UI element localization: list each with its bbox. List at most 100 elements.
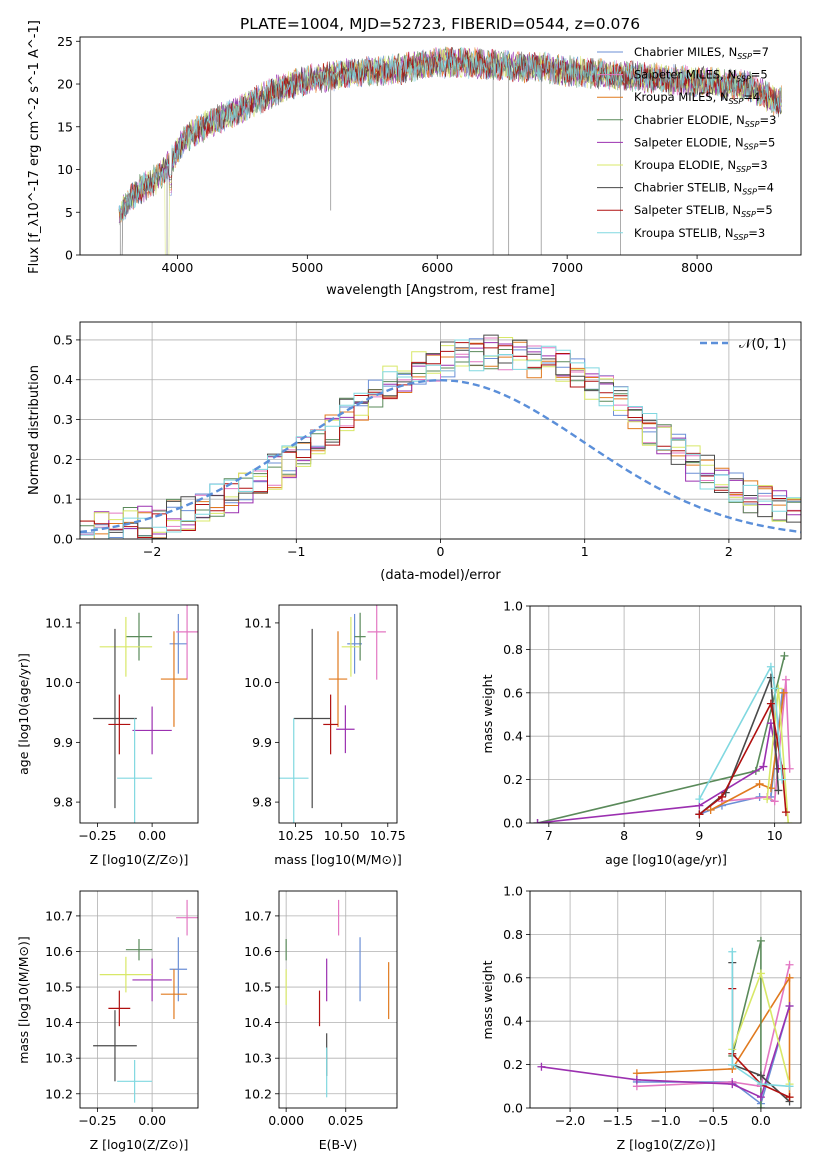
legend-label: Kroupa ELODIE, NSSP=3: [634, 158, 768, 174]
legend-value: =4: [743, 90, 760, 104]
y-axis-label: age [log10(age/yr)]: [16, 653, 31, 775]
legend-value: =5: [758, 135, 775, 149]
errorbar-kroupa-miles: [328, 631, 348, 727]
histogram-series-chabrier-miles: [80, 338, 801, 539]
x-tick-label: 6000: [421, 260, 453, 275]
spectrum-panel: 4000 5000 6000 7000 8000 0 5 10 15 20 25 Chabrier M…: [27, 20, 802, 298]
legend-gaussian-label: 𝒩(0, 1): [739, 337, 786, 352]
errorbar-salpeter-stelib: [323, 694, 338, 755]
weight-marker: [785, 1082, 794, 1091]
y-tick-label: 9.8: [252, 795, 272, 810]
x-tick-label: −1.5: [603, 1113, 633, 1128]
legend-subscript: SSP: [742, 188, 757, 197]
y-axis-label: mass [log10(M/M⊙)]: [16, 936, 31, 1064]
x-tick-label: 8000: [681, 260, 713, 275]
weight-marker: [770, 684, 779, 693]
errorbar-kroupa-elodie: [341, 616, 361, 677]
legend-label: Kroupa MILES, NSSP=4: [634, 90, 760, 106]
weight-marker: [706, 805, 715, 814]
weight-series-kroupa-stelib: [728, 947, 794, 1091]
weight-marker: [785, 1093, 794, 1102]
weight-line: [537, 723, 780, 823]
y-tick-label: 10.2: [45, 1086, 73, 1101]
errorbar-salpeter-miles: [176, 899, 198, 936]
y-tick-label: 10.3: [45, 1051, 73, 1066]
x-axis-label: mass [log10(M/M⊙)]: [274, 852, 402, 867]
y-tick-label: 0.0: [503, 816, 523, 831]
legend-value: =3: [751, 158, 768, 172]
axes-frame: [529, 605, 802, 824]
legend-value: =3: [760, 113, 777, 127]
axes-frame: [529, 890, 802, 1109]
histogram-steps: [80, 334, 801, 539]
y-tick-label: 10.7: [45, 908, 73, 923]
y-tick-label: 10.0: [45, 675, 73, 690]
y-tick-label: 10.2: [244, 1086, 272, 1101]
weight-marker: [779, 688, 788, 697]
y-tick-label: 10.6: [244, 944, 272, 959]
y-axis-label: mass weight: [480, 674, 495, 753]
x-tick-label: 2: [725, 544, 733, 559]
legend-value: =4: [757, 181, 774, 195]
errorbar-kroupa-elodie: [99, 956, 153, 993]
legend-subscript: SSP: [736, 165, 751, 174]
weight-marker: [778, 775, 787, 784]
legend-name: Salpeter STELIB, N: [634, 203, 741, 217]
legend-value: =5: [756, 203, 773, 217]
mass-vs-metallicity-panel: −0.25 0.00 10.2 10.3 10.4 10.5 10.6 10.7 Z [log1…: [16, 890, 199, 1152]
weight-marker: [785, 1002, 794, 1011]
legend-label: Chabrier ELODIE, NSSP=3: [634, 113, 776, 129]
errorbar-points: [279, 605, 386, 823]
weight-marker: [774, 786, 783, 795]
x-tick-label: 0.0: [751, 1113, 771, 1128]
weight-marker: [728, 1060, 737, 1069]
x-tick-label: 7000: [551, 260, 583, 275]
x-tick-label: 10.50: [324, 828, 360, 843]
weight-marker: [533, 819, 542, 823]
x-tick-label: −2: [143, 544, 161, 559]
x-tick-label: 0.00: [138, 828, 166, 843]
y-tick-label: 10.6: [45, 944, 73, 959]
mass-weight-vs-age-panel: 7 8 9 10 0.0 0.2 0.4 0.6 0.8 1.0 age [log10(age/yr…: [480, 599, 802, 867]
legend-value: =3: [748, 226, 765, 240]
legend-name: Salpeter MILES, N: [634, 68, 736, 82]
legend-label: Salpeter MILES, NSSP=5: [634, 68, 768, 84]
x-axis-label: Z [log10(Z/Z⊙)]: [617, 1137, 716, 1152]
errorbar-chabrier-elodie: [125, 612, 153, 661]
errorbar-chabrier-miles: [169, 613, 188, 674]
errorbar-salpeter-elodie: [132, 958, 172, 1002]
weight-marker: [781, 675, 790, 684]
x-tick-label: 1: [581, 544, 589, 559]
y-axis-label: mass weight: [480, 960, 495, 1039]
x-tick-label: −1: [287, 544, 305, 559]
axes-frame: [79, 36, 802, 256]
axes-frame: [79, 604, 199, 824]
weight-marker: [784, 819, 793, 823]
axes-frame: [79, 890, 199, 1109]
axes-frame: [278, 604, 398, 824]
x-tick-label: 10: [767, 828, 783, 843]
weight-line: [731, 951, 790, 1088]
weight-marker: [756, 1071, 765, 1080]
x-axis-label: E(B-V): [319, 1137, 358, 1152]
x-tick-label: 5000: [291, 260, 323, 275]
legend-name: Chabrier ELODIE, N: [634, 113, 745, 127]
weight-marker: [695, 795, 704, 804]
y-tick-label: 5: [65, 205, 73, 220]
errorbar-points: [93, 899, 198, 1103]
histogram-series-salpeter-stelib: [80, 342, 801, 538]
y-tick-label: 1.0: [503, 884, 523, 899]
histogram-series-kroupa-stelib: [80, 339, 801, 539]
y-tick-label: 0.8: [503, 642, 523, 657]
weight-marker: [756, 1104, 765, 1108]
age-vs-mass-panel: 10.25 10.50 10.75 9.8 9.9 10.0 10.1 mass [log10…: [244, 604, 406, 867]
legend-value: =7: [752, 45, 769, 59]
gaussian-curve: [80, 378, 801, 534]
weight-line: [636, 964, 791, 1088]
errorbar-kroupa-miles: [160, 969, 188, 1020]
y-tick-label: 0.6: [503, 970, 523, 985]
y-axis-label: Flux [f_λ10^-17 erg cm^-2 s^-1 A^-1]: [27, 20, 42, 274]
legend-value: =5: [751, 68, 768, 82]
x-tick-label: 4000: [162, 260, 194, 275]
y-tick-label: 10.5: [244, 980, 272, 995]
